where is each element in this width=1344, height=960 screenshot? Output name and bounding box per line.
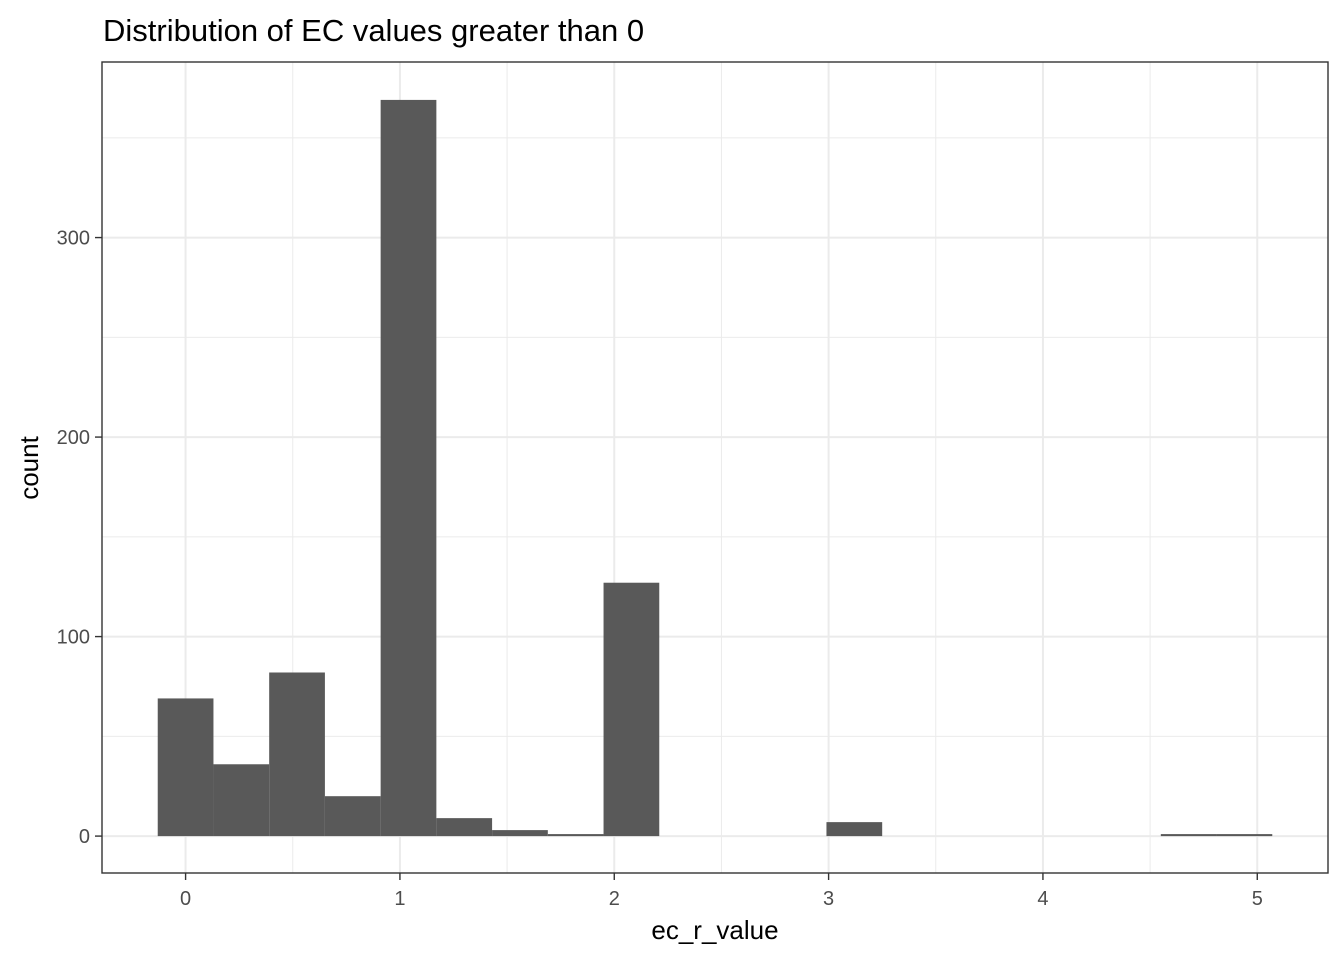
y-tick-label: 100 bbox=[57, 627, 90, 649]
x-tick-label: 3 bbox=[823, 888, 834, 910]
x-tick-label: 2 bbox=[609, 888, 620, 910]
histogram-bar bbox=[436, 818, 493, 837]
x-tick-label: 1 bbox=[394, 888, 405, 910]
x-axis-ticks: 0 1 2 3 4 5 bbox=[180, 873, 1263, 910]
panel-border bbox=[101, 61, 1329, 874]
histogram-bar bbox=[603, 582, 660, 837]
histogram-bar bbox=[380, 99, 437, 837]
chart-title: Distribution of EC values greater than 0 bbox=[103, 13, 644, 48]
histogram-bar bbox=[157, 698, 214, 837]
histogram-bars bbox=[157, 99, 1273, 837]
y-axis-ticks: 0 100 200 300 bbox=[57, 228, 102, 848]
x-axis-title: ec_r_value bbox=[651, 915, 778, 945]
histogram-bar bbox=[213, 764, 270, 837]
y-axis-title: count bbox=[14, 435, 44, 499]
histogram-bar bbox=[324, 796, 381, 837]
histogram-bar bbox=[492, 830, 548, 837]
y-tick-label: 200 bbox=[57, 427, 90, 449]
y-tick-label: 300 bbox=[57, 228, 90, 250]
y-tick-label: 0 bbox=[79, 826, 90, 848]
x-tick-label: 0 bbox=[180, 888, 191, 910]
histogram-bar bbox=[547, 834, 604, 837]
histogram-bar bbox=[826, 822, 883, 837]
x-tick-label: 5 bbox=[1252, 888, 1263, 910]
histogram-bar bbox=[1160, 834, 1217, 837]
histogram-bar bbox=[1216, 834, 1273, 837]
x-tick-label: 4 bbox=[1037, 888, 1048, 910]
histogram-bar bbox=[269, 672, 325, 837]
